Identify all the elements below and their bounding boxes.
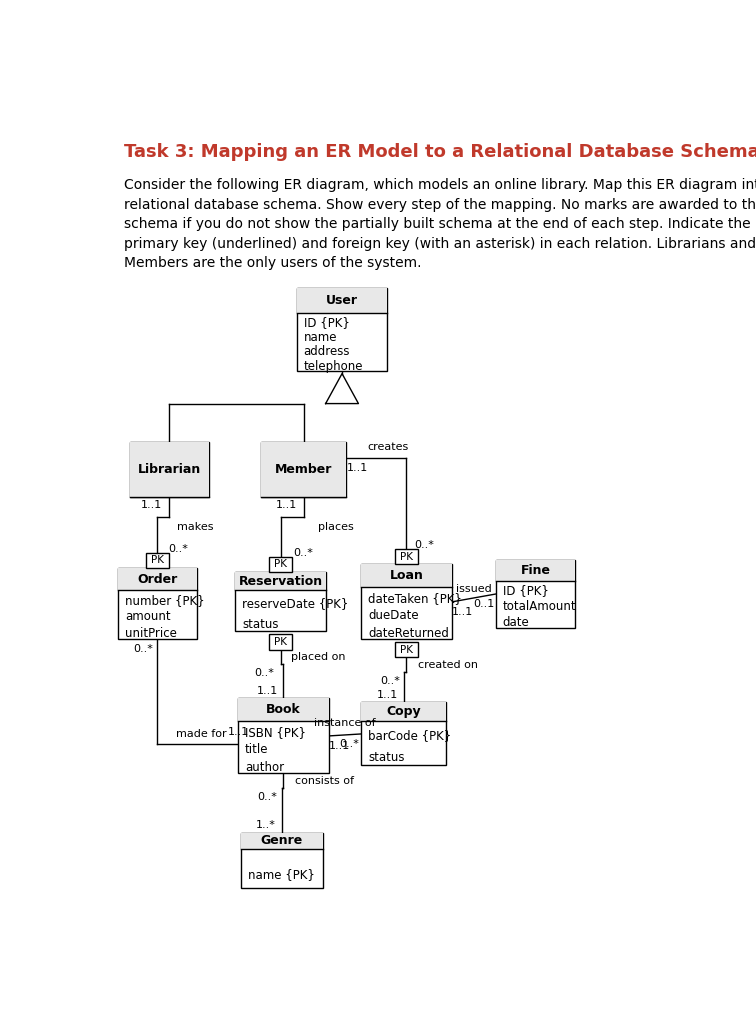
FancyBboxPatch shape [361,564,452,587]
FancyBboxPatch shape [361,702,446,721]
Text: instance of: instance of [314,718,376,728]
Text: PK: PK [274,637,287,647]
Text: places: places [318,522,354,532]
Text: name {PK}: name {PK} [248,867,315,881]
Text: dateReturned: dateReturned [368,627,449,640]
Text: PK: PK [400,552,413,561]
Text: Order: Order [138,572,178,586]
Text: Book: Book [266,703,301,716]
FancyBboxPatch shape [241,833,323,849]
Text: 1..1: 1..1 [141,501,163,510]
Text: Member: Member [275,463,333,476]
FancyBboxPatch shape [496,560,575,628]
Text: Librarian: Librarian [138,463,201,476]
Text: 0..*: 0..* [339,739,359,750]
Text: 0..*: 0..* [380,676,400,686]
Text: 0..*: 0..* [257,792,277,802]
Text: totalAmount: totalAmount [503,600,577,613]
FancyBboxPatch shape [130,442,209,498]
Text: address: address [304,345,350,358]
Text: created on: created on [417,660,478,671]
Text: 1..1: 1..1 [256,686,277,695]
Text: 0..*: 0..* [168,544,188,554]
FancyBboxPatch shape [118,568,197,639]
Text: barCode {PK}: barCode {PK} [368,729,451,742]
Text: 1..1: 1..1 [276,501,297,510]
Text: title: title [245,743,268,757]
FancyBboxPatch shape [496,560,575,581]
Text: 0..*: 0..* [133,644,153,653]
Text: name: name [304,331,337,344]
FancyBboxPatch shape [238,698,329,721]
Text: made for: made for [176,728,227,738]
FancyBboxPatch shape [395,549,417,564]
FancyBboxPatch shape [296,289,387,313]
Text: telephone: telephone [304,359,363,373]
Text: Genre: Genre [261,835,303,847]
Text: Loan: Loan [389,569,423,583]
Text: creates: creates [367,442,409,452]
FancyBboxPatch shape [235,572,326,632]
Text: dueDate: dueDate [368,609,419,623]
Text: status: status [242,617,279,631]
Text: ID {PK}: ID {PK} [304,316,349,329]
Text: number {PK}: number {PK} [125,594,205,607]
Text: dateTaken {PK}: dateTaken {PK} [368,592,462,605]
Text: Task 3: Mapping an ER Model to a Relational Database Schema: Task 3: Mapping an ER Model to a Relatio… [124,142,756,161]
Text: unitPrice: unitPrice [125,627,177,640]
Text: Consider the following ER diagram, which models an online library. Map this ER d: Consider the following ER diagram, which… [124,178,756,270]
Text: placed on: placed on [291,652,345,663]
FancyBboxPatch shape [235,572,326,590]
FancyBboxPatch shape [241,833,323,888]
Text: ID {PK}: ID {PK} [503,585,549,597]
Text: consists of: consists of [295,776,354,786]
FancyBboxPatch shape [262,442,346,498]
FancyBboxPatch shape [269,634,292,649]
Text: Copy: Copy [386,706,421,719]
Text: date: date [503,615,530,629]
FancyBboxPatch shape [118,568,197,590]
FancyBboxPatch shape [147,553,169,568]
FancyBboxPatch shape [130,442,209,498]
Text: PK: PK [400,644,413,654]
Text: status: status [368,752,404,764]
Text: ISBN {PK}: ISBN {PK} [245,726,306,738]
FancyBboxPatch shape [395,642,417,657]
Text: 0..1: 0..1 [473,599,494,609]
Text: 1..*: 1..* [256,819,275,829]
Text: User: User [326,294,358,307]
FancyBboxPatch shape [361,702,446,766]
FancyBboxPatch shape [296,289,387,372]
Text: amount: amount [125,610,171,624]
FancyBboxPatch shape [361,564,452,639]
FancyBboxPatch shape [269,557,292,572]
Text: author: author [245,761,284,774]
Text: PK: PK [274,559,287,569]
Text: Fine: Fine [520,564,550,578]
Text: issued: issued [456,585,491,594]
Text: PK: PK [151,555,164,565]
Text: 1..1: 1..1 [346,463,367,473]
Text: 1..1: 1..1 [329,741,350,752]
Text: 1..1: 1..1 [452,607,473,617]
Text: 1..1: 1..1 [376,689,398,699]
Text: 1..1: 1..1 [228,727,249,737]
Text: 0..*: 0..* [414,540,434,550]
Text: reserveDate {PK}: reserveDate {PK} [242,597,349,610]
Text: 0..*: 0..* [254,669,274,678]
Text: Reservation: Reservation [238,574,323,588]
FancyBboxPatch shape [238,698,329,773]
FancyBboxPatch shape [262,442,346,498]
Text: 0..*: 0..* [293,548,313,558]
Text: makes: makes [178,522,214,532]
